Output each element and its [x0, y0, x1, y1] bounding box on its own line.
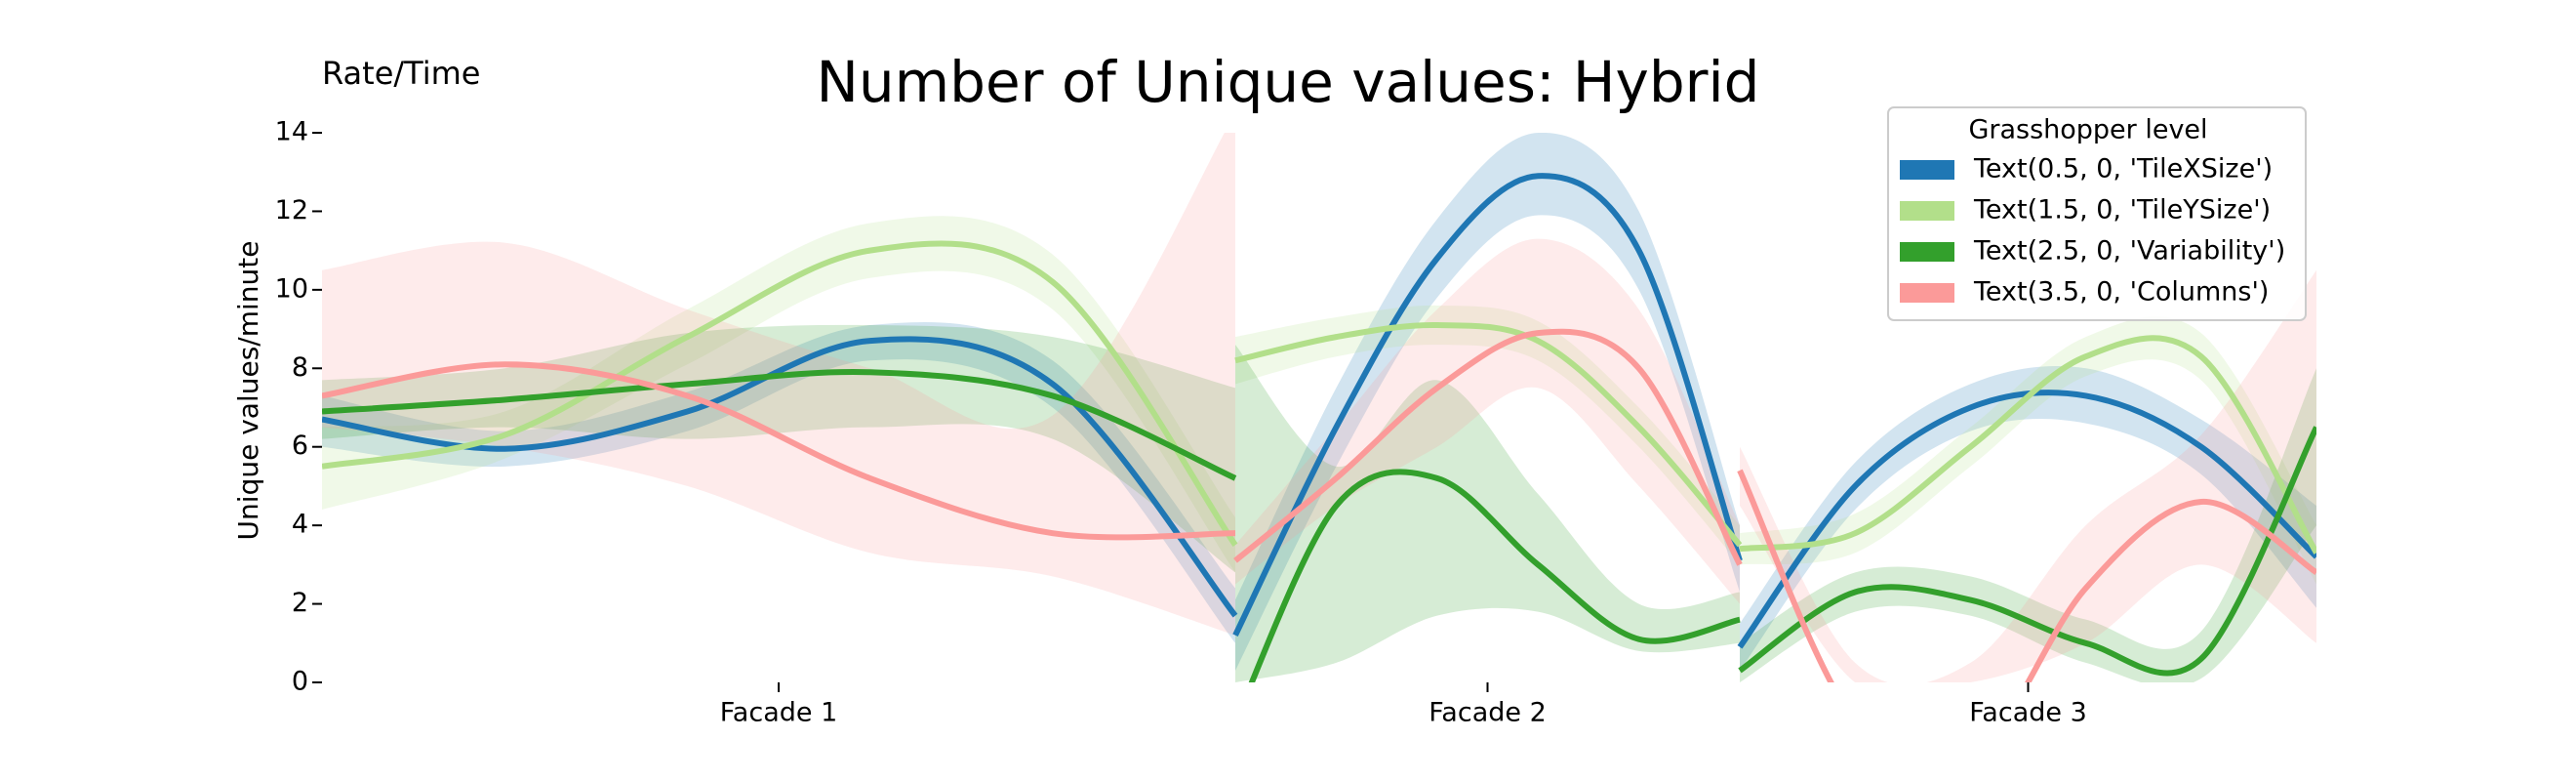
y-tick-label: 0	[292, 667, 308, 697]
series-line	[322, 336, 1238, 618]
y-tick-label: 10	[275, 273, 308, 304]
confidence-band	[322, 133, 1235, 636]
series-line	[1737, 469, 2316, 682]
legend-title: Grasshopper level	[1968, 115, 2207, 145]
confidence-band	[1740, 269, 2316, 682]
legend-label: Text(3.5, 0, 'Columns')	[1973, 277, 2269, 308]
x-tick-label: Facade 1	[720, 698, 838, 728]
series-line	[1232, 173, 1743, 637]
confidence-band	[1235, 133, 1740, 671]
y-tick-label: 14	[275, 117, 308, 147]
x-tick-label: Facade 2	[1429, 698, 1547, 728]
y-tick-label: 8	[292, 352, 308, 383]
series-line	[322, 361, 1236, 541]
confidence-band	[1740, 368, 2316, 682]
legend-swatch	[1900, 242, 1954, 262]
annotation: Rate/Time	[322, 55, 480, 92]
series-line	[1737, 390, 2316, 649]
series-line	[1248, 469, 1741, 682]
y-tick-label: 12	[275, 195, 308, 226]
series-line	[322, 369, 1237, 481]
legend: Grasshopper level Text(0.5, 0, 'TileXSiz…	[1887, 106, 2307, 321]
legend-swatch	[1900, 283, 1954, 303]
legend-box	[1887, 106, 2307, 321]
chart-title: Number of Unique values: Hybrid	[817, 49, 1760, 115]
series-line	[322, 240, 1238, 547]
legend-label: Text(2.5, 0, 'Variability')	[1973, 236, 2285, 267]
series-line	[1738, 426, 2316, 677]
legend-label: Text(0.5, 0, 'TileXSize')	[1973, 154, 2273, 185]
y-tick-label: 4	[292, 510, 308, 540]
y-tick-label: 2	[292, 588, 308, 618]
legend-swatch	[1900, 160, 1954, 180]
confidence-band	[1235, 305, 1740, 565]
lines	[322, 173, 2316, 682]
series-line	[1233, 328, 1743, 566]
legend-label: Text(1.5, 0, 'TileYSize')	[1973, 195, 2271, 226]
confidence-band	[1235, 238, 1740, 604]
y-axis-label: Unique values/minute	[232, 241, 264, 541]
y-tick-label: 6	[292, 431, 308, 461]
x-tick-label: Facade 3	[1969, 698, 2087, 728]
confidence-band	[1740, 365, 2316, 671]
confidence-band	[322, 322, 1235, 643]
series-line	[1739, 335, 2316, 555]
series-line	[1234, 322, 1743, 548]
legend-swatch	[1900, 201, 1954, 221]
